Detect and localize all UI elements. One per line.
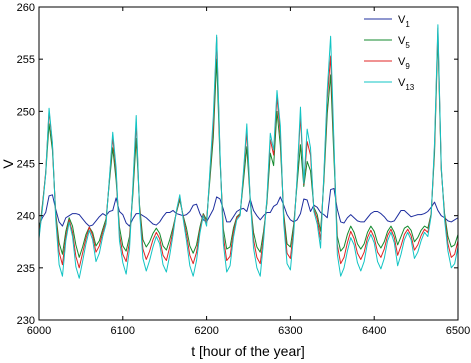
series-line-4 xyxy=(38,24,459,279)
series-line-2 xyxy=(38,35,459,258)
x-tick-label: 6200 xyxy=(194,325,218,337)
x-tick-label: 6000 xyxy=(27,325,51,337)
y-tick-label: 260 xyxy=(17,2,35,14)
series-line-1 xyxy=(38,188,459,227)
x-tick-label: 6400 xyxy=(362,325,386,337)
y-tick-label: 235 xyxy=(17,263,35,275)
x-tick-label: 6300 xyxy=(278,325,302,337)
x-tick-label: 6100 xyxy=(111,325,135,337)
legend-entry-4: V13 xyxy=(398,77,415,92)
y-tick-label: 245 xyxy=(17,159,35,171)
legend-entry-1: V1 xyxy=(398,14,410,29)
y-tick-label: 255 xyxy=(17,54,35,66)
legend: V1 V5 V9 V13 xyxy=(364,14,415,92)
y-axis-ticks: 230 235 240 245 250 255 260 xyxy=(17,2,458,327)
x-tick-label: 6500 xyxy=(446,325,470,337)
y-axis-label: V xyxy=(0,159,16,169)
y-tick-label: 250 xyxy=(17,106,35,118)
legend-entry-3: V9 xyxy=(398,56,410,71)
x-axis-label: t [hour of the year] xyxy=(191,343,305,359)
y-tick-label: 240 xyxy=(17,211,35,223)
legend-entry-2: V5 xyxy=(398,35,410,50)
y-tick-label: 230 xyxy=(17,315,35,327)
plot-lines xyxy=(38,24,459,279)
x-axis-ticks: 6000 6100 6200 6300 6400 6500 xyxy=(27,7,470,337)
